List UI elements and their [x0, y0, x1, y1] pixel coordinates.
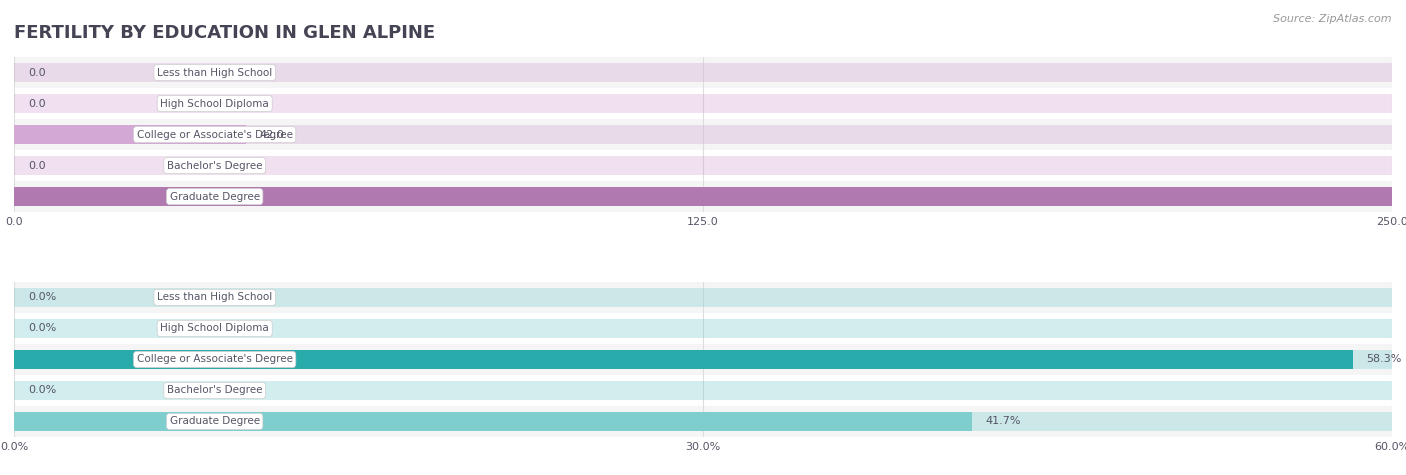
Text: Bachelor's Degree: Bachelor's Degree [167, 386, 263, 396]
Bar [14, 187, 1392, 206]
Text: College or Associate's Degree: College or Associate's Degree [136, 354, 292, 364]
Text: Less than High School: Less than High School [157, 293, 273, 303]
Bar [14, 375, 1392, 406]
Text: 0.0%: 0.0% [28, 386, 56, 396]
Bar [14, 288, 1392, 307]
Bar [14, 57, 1392, 88]
Bar [14, 412, 1392, 431]
Text: High School Diploma: High School Diploma [160, 323, 269, 333]
Text: 0.0: 0.0 [28, 161, 45, 171]
Bar [14, 181, 1392, 212]
Text: 0.0%: 0.0% [28, 323, 56, 333]
Text: FERTILITY BY EDUCATION IN GLEN ALPINE: FERTILITY BY EDUCATION IN GLEN ALPINE [14, 24, 436, 42]
Text: Less than High School: Less than High School [157, 67, 273, 77]
Text: Bachelor's Degree: Bachelor's Degree [167, 161, 263, 171]
Bar [14, 381, 1392, 400]
Text: Source: ZipAtlas.com: Source: ZipAtlas.com [1274, 14, 1392, 24]
Text: 0.0%: 0.0% [28, 293, 56, 303]
Bar [14, 125, 1392, 144]
Bar [14, 412, 972, 431]
Bar [14, 94, 1392, 113]
Text: 58.3%: 58.3% [1367, 354, 1402, 364]
Bar [14, 156, 1392, 175]
Bar [14, 187, 1392, 206]
Bar [14, 150, 1392, 181]
Bar [14, 319, 1392, 338]
Bar [14, 344, 1392, 375]
Bar [14, 350, 1392, 369]
Bar [14, 313, 1392, 344]
Text: Graduate Degree: Graduate Degree [170, 191, 260, 201]
Bar [14, 119, 1392, 150]
Text: 0.0: 0.0 [28, 67, 45, 77]
Bar [14, 88, 1392, 119]
Text: 41.7%: 41.7% [986, 417, 1021, 427]
Bar [14, 282, 1392, 313]
Text: Graduate Degree: Graduate Degree [170, 417, 260, 427]
Text: 42.0: 42.0 [259, 130, 284, 140]
Bar [14, 63, 1392, 82]
Bar [14, 350, 1353, 369]
Bar [14, 125, 246, 144]
Text: 0.0: 0.0 [28, 98, 45, 108]
Text: College or Associate's Degree: College or Associate's Degree [136, 130, 292, 140]
Bar [14, 406, 1392, 437]
Text: High School Diploma: High School Diploma [160, 98, 269, 108]
